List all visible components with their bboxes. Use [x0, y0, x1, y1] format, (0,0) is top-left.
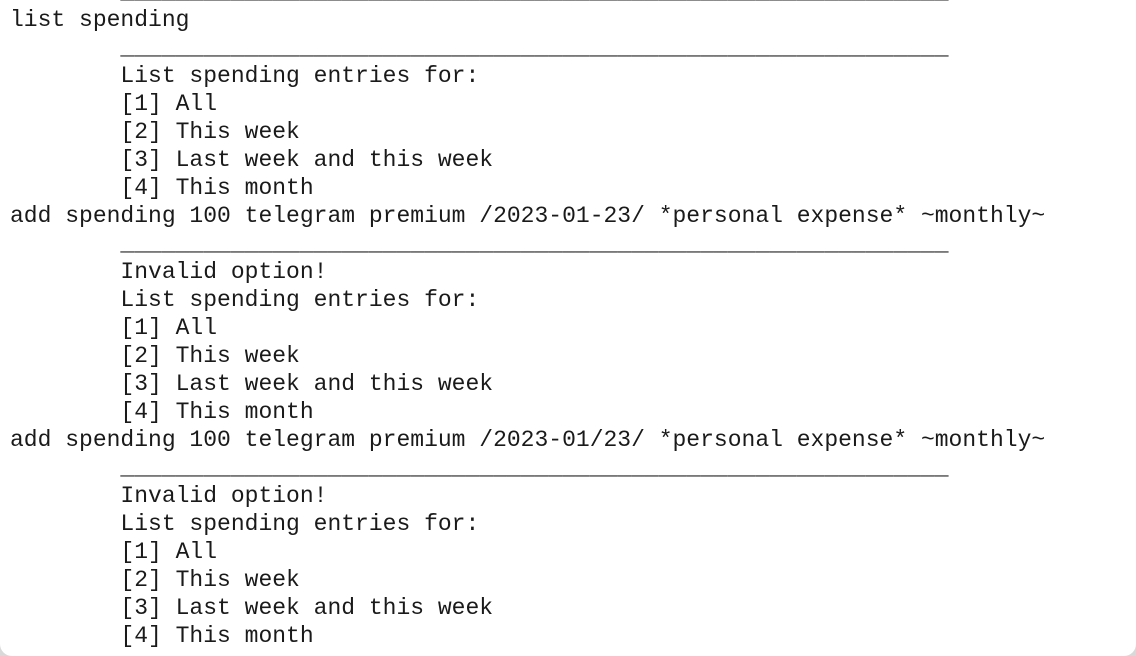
terminal-line: [4] This month [10, 175, 314, 201]
terminal-line: [3] Last week and this week [10, 595, 494, 621]
terminal-line: ________________________________________… [10, 35, 949, 61]
terminal-line: ________________________________________… [10, 455, 949, 481]
terminal-line: [2] This week [10, 567, 300, 593]
terminal-line: List spending entries for: [10, 511, 480, 537]
terminal-line: [2] This week [10, 119, 300, 145]
terminal-line: Invalid option! [10, 259, 328, 285]
terminal-line: [3] Last week and this week [10, 371, 494, 397]
terminal-line: ________________________________________… [10, 231, 949, 257]
terminal-line: [1] All [10, 91, 218, 117]
terminal-line: add spending 100 telegram premium /2023-… [10, 203, 1046, 229]
terminal-line: [4] This month [10, 623, 314, 649]
terminal-line: [1] All [10, 315, 218, 341]
terminal-output: ________________________________________… [10, 0, 1045, 650]
terminal-line: [2] This week [10, 343, 300, 369]
terminal-line: List spending entries for: [10, 63, 480, 89]
terminal-line: [4] This month [10, 399, 314, 425]
terminal-line: add spending 100 telegram premium /2023-… [10, 427, 1046, 453]
terminal-line: ________________________________________… [10, 0, 1045, 6]
terminal-line: Invalid option! [10, 483, 328, 509]
terminal-line: list spending [10, 7, 190, 33]
terminal-line: List spending entries for: [10, 287, 480, 313]
terminal-line: [1] All [10, 539, 218, 565]
terminal-line: [3] Last week and this week [10, 147, 494, 173]
